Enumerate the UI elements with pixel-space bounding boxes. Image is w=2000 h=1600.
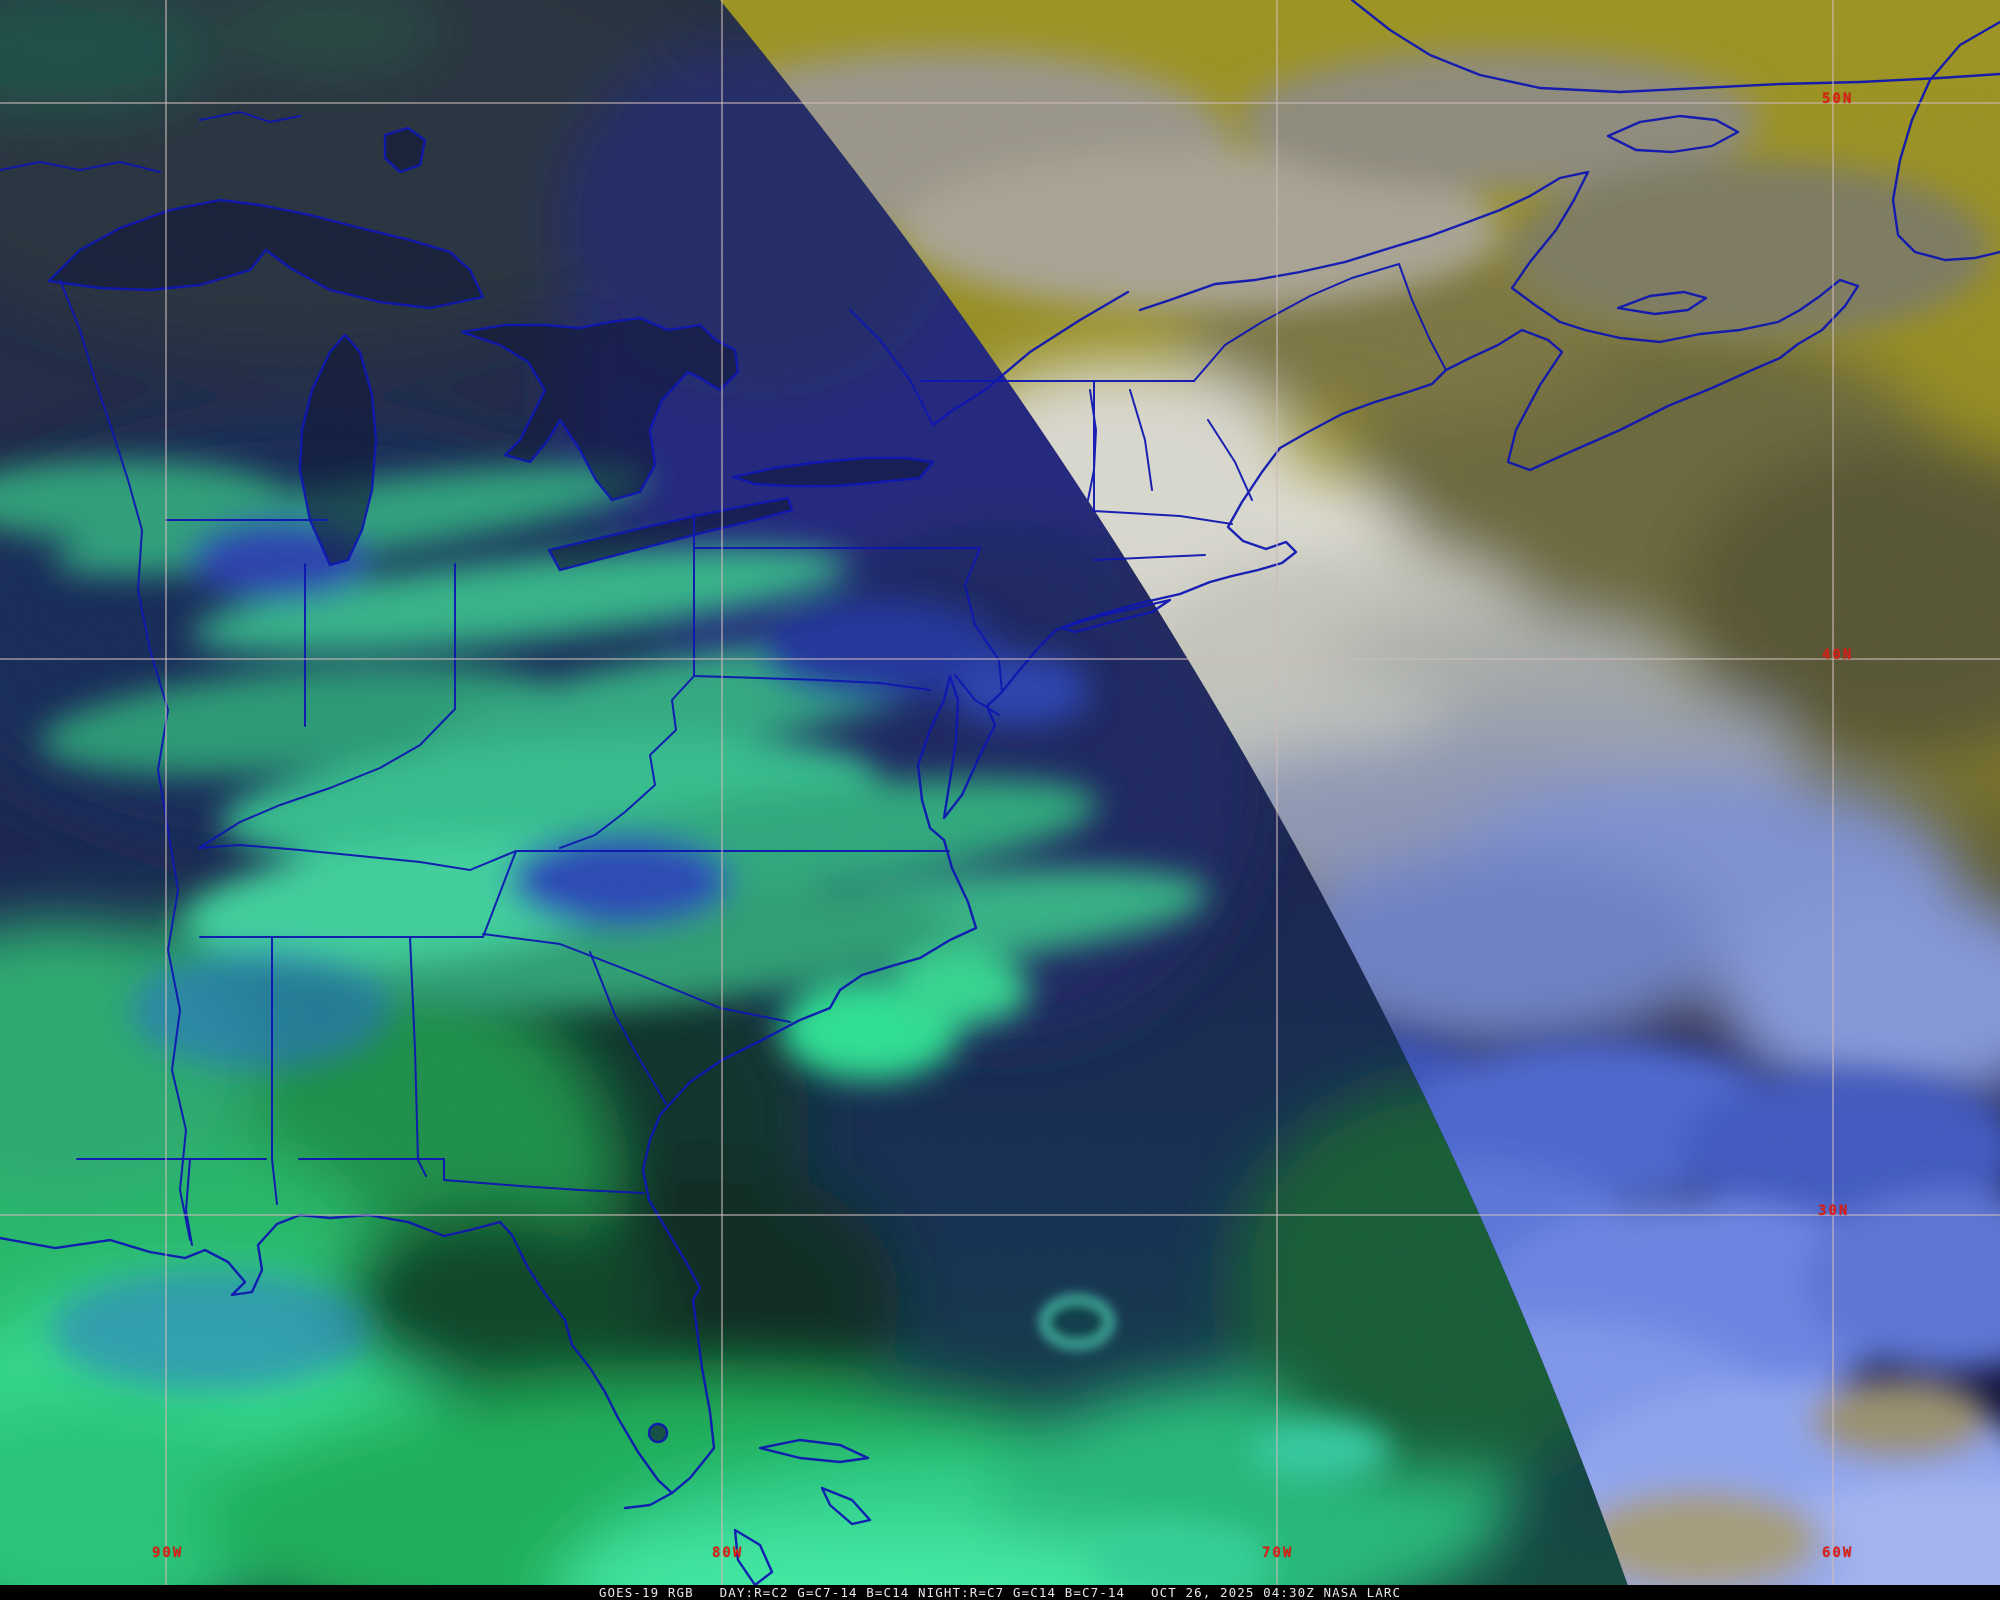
- longitude-label-80w: 80W: [712, 1545, 744, 1561]
- longitude-label-70w: 70W: [1262, 1545, 1294, 1561]
- longitude-label-60w: 60W: [1822, 1545, 1854, 1561]
- status-bar: GOES-19 RGB DAY:R=C2 G=C7-14 B=C14 NIGHT…: [0, 1585, 2000, 1600]
- latitude-label-40n: 40N: [1822, 647, 1854, 663]
- latitude-label-30n: 30N: [1818, 1203, 1850, 1219]
- longitude-label-90w: 90W: [152, 1545, 184, 1561]
- status-bar-text: GOES-19 RGB DAY:R=C2 G=C7-14 B=C14 NIGHT…: [598, 1585, 1402, 1600]
- latitude-label-50n: 50N: [1822, 91, 1854, 107]
